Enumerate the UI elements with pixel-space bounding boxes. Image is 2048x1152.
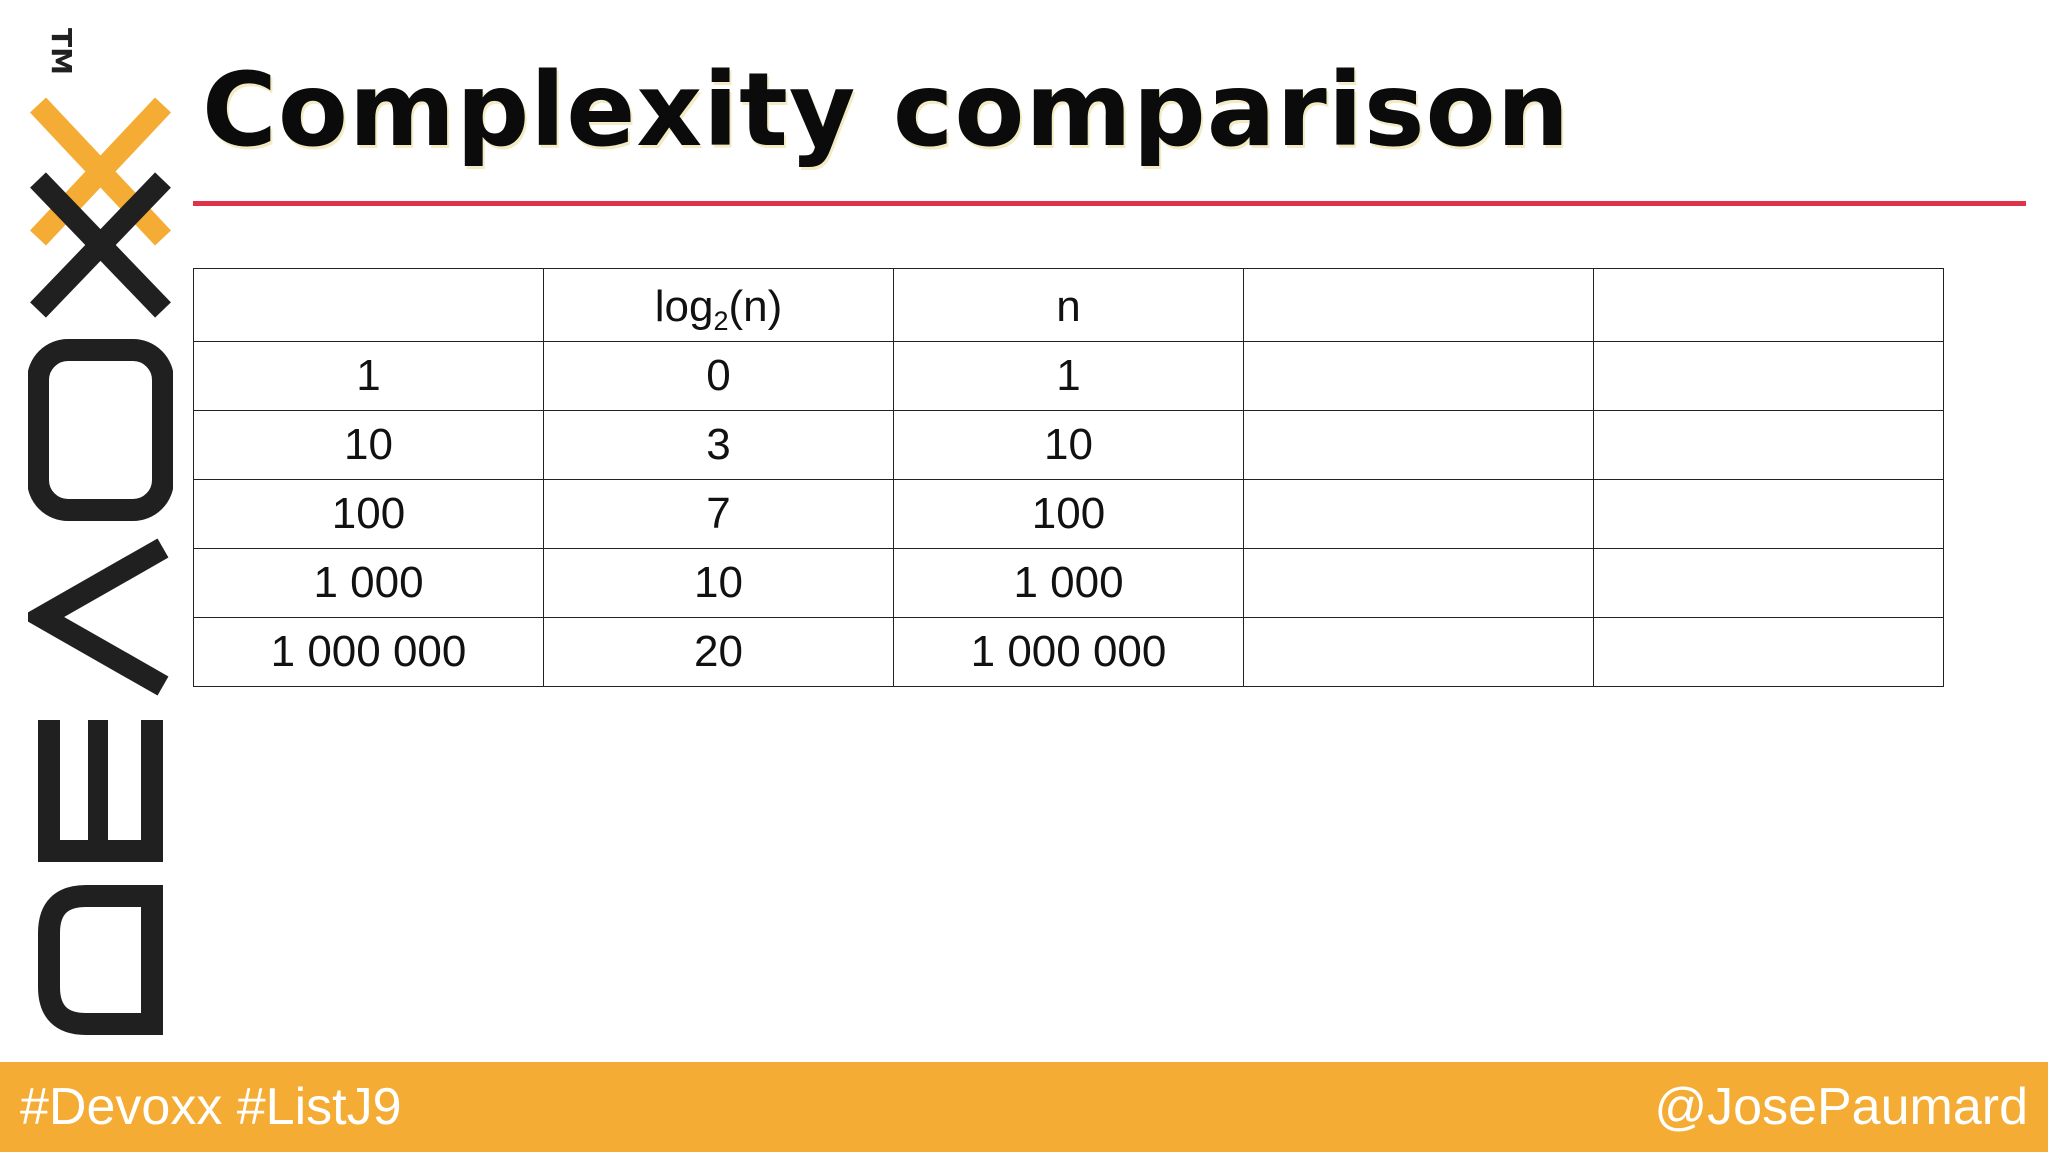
log-argument: (n) [728,282,783,331]
table-cell [1243,548,1594,618]
table-header-row: log2(n) n [193,268,1944,342]
table-cell [1243,341,1594,411]
table-cell: 1 000 000 [893,617,1244,687]
table-row: 1 000 10 1 000 [193,548,1944,618]
table-cell: 10 [543,548,894,618]
logo-letter-d [38,885,163,1035]
header-cell-n: n [893,268,1244,342]
header-cell-empty [1593,268,1944,342]
log-label: log [654,282,714,331]
header-cell-log2n: log2(n) [543,268,894,342]
table-cell: 7 [543,479,894,549]
table-cell: 1 000 000 [193,617,544,687]
slide-title: Complexity comparison [202,51,1571,170]
table-cell: 1 000 [893,548,1244,618]
table-cell [1593,410,1944,480]
header-cell-empty [193,268,544,342]
footer-bar: #Devoxx #ListJ9 @JosePaumard [0,1062,2048,1152]
table-cell [1243,617,1594,687]
complexity-table: log2(n) n 1 0 1 10 3 10 100 7 100 1 000 … [193,268,1944,687]
trademark-mark: TM [45,28,78,75]
table-cell: 1 [893,341,1244,411]
table-cell: 10 [893,410,1244,480]
table-cell: 10 [193,410,544,480]
table-cell: 1 000 [193,548,544,618]
table-cell [1243,479,1594,549]
table-cell [1593,479,1944,549]
table-row: 1 0 1 [193,341,1944,411]
table-cell: 3 [543,410,894,480]
table-cell [1593,341,1944,411]
devoxx-logo: TM [28,28,173,1035]
table-cell [1243,410,1594,480]
logo-letter-o [28,339,173,521]
table-cell: 100 [193,479,544,549]
logo-letter-e [38,720,163,862]
table-row: 1 000 000 20 1 000 000 [193,617,1944,687]
log-base-subscript: 2 [713,306,729,336]
table-cell [1593,548,1944,618]
header-cell-empty [1243,268,1594,342]
table-cell: 100 [893,479,1244,549]
table-row: 10 3 10 [193,410,1944,480]
logo-x-lower [30,172,171,318]
table-row: 100 7 100 [193,479,1944,549]
table-cell [1593,617,1944,687]
table-cell: 0 [543,341,894,411]
table-cell: 20 [543,617,894,687]
logo-letter-v [28,538,169,696]
footer-twitter-handle: @JosePaumard [1654,1078,2028,1136]
logo-x-upper [29,97,172,246]
footer-hashtags: #Devoxx #ListJ9 [20,1078,402,1136]
title-divider [193,201,2026,206]
table-cell: 1 [193,341,544,411]
